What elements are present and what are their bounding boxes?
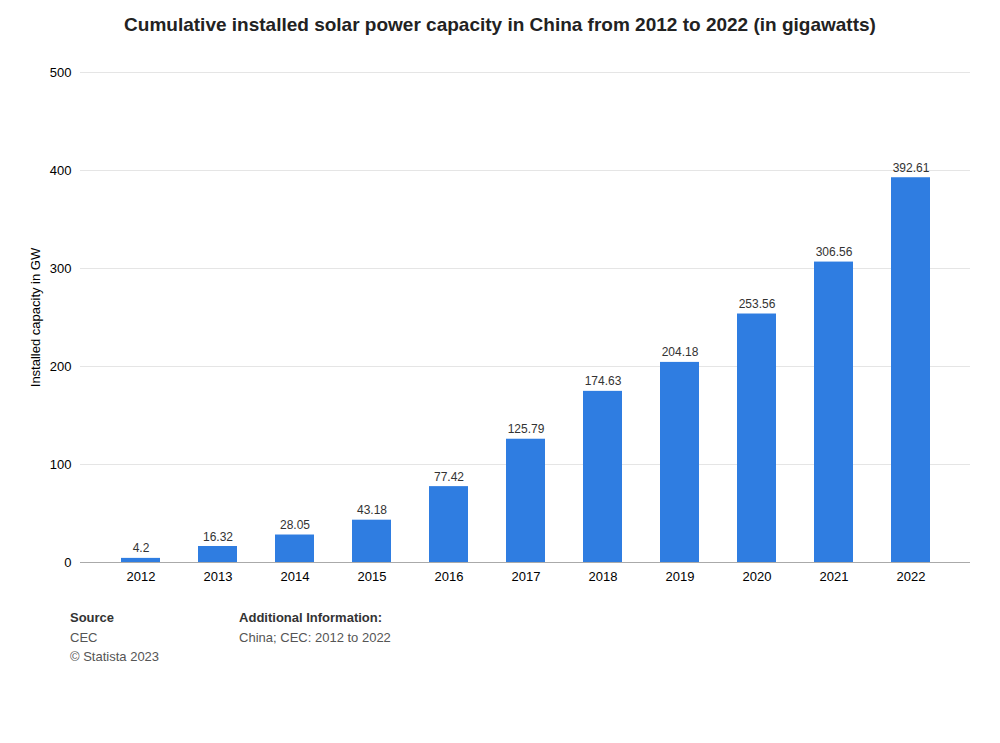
svg-text:306.56: 306.56 [816,245,853,259]
html-text:China; CEC: 2012 to 2022: China; CEC: 2012 to 2022 [239,629,391,645]
svg-text:204.18: 204.18 [662,345,699,359]
svg-text:300: 300 [50,261,72,276]
svg-text:100: 100 [50,457,72,472]
svg-text:2013: 2013 [204,569,233,584]
svg-text:28.05: 28.05 [280,518,310,532]
html-text:Source: Source [70,610,115,625]
svg-text:2018: 2018 [589,569,618,584]
svg-text:2020: 2020 [743,569,772,584]
svg-text:77.42: 77.42 [434,470,464,484]
html-text:Cumulative installed solar pow: Cumulative installed solar power capacit… [124,14,876,35]
svg-text:Installed capacity in GW: Installed capacity in GW [28,247,43,387]
svg-text:253.56: 253.56 [739,297,776,311]
svg-text:2014: 2014 [281,569,310,584]
svg-text:400: 400 [50,163,72,178]
svg-text:0: 0 [64,555,71,570]
svg-text:500: 500 [50,65,72,80]
html-text:CEC: CEC [70,629,98,645]
html-text:© Statista 2023: © Statista 2023 [70,649,160,664]
svg-text:200: 200 [50,359,72,374]
svg-text:2015: 2015 [358,569,387,584]
svg-text:2017: 2017 [512,569,541,584]
svg-text:174.63: 174.63 [585,374,622,388]
svg-text:16.32: 16.32 [203,530,233,544]
svg-text:392.61: 392.61 [893,161,930,175]
svg-text:125.79: 125.79 [508,422,545,436]
svg-text:4.2: 4.2 [133,541,150,555]
html-text:Additional Information:: Additional Information: [239,610,383,625]
svg-text:2019: 2019 [666,569,695,584]
svg-text:2012: 2012 [127,569,156,584]
svg-text:2022: 2022 [897,569,926,584]
svg-text:2021: 2021 [820,569,849,584]
svg-text:2016: 2016 [435,569,464,584]
svg-text:43.18: 43.18 [357,503,387,517]
